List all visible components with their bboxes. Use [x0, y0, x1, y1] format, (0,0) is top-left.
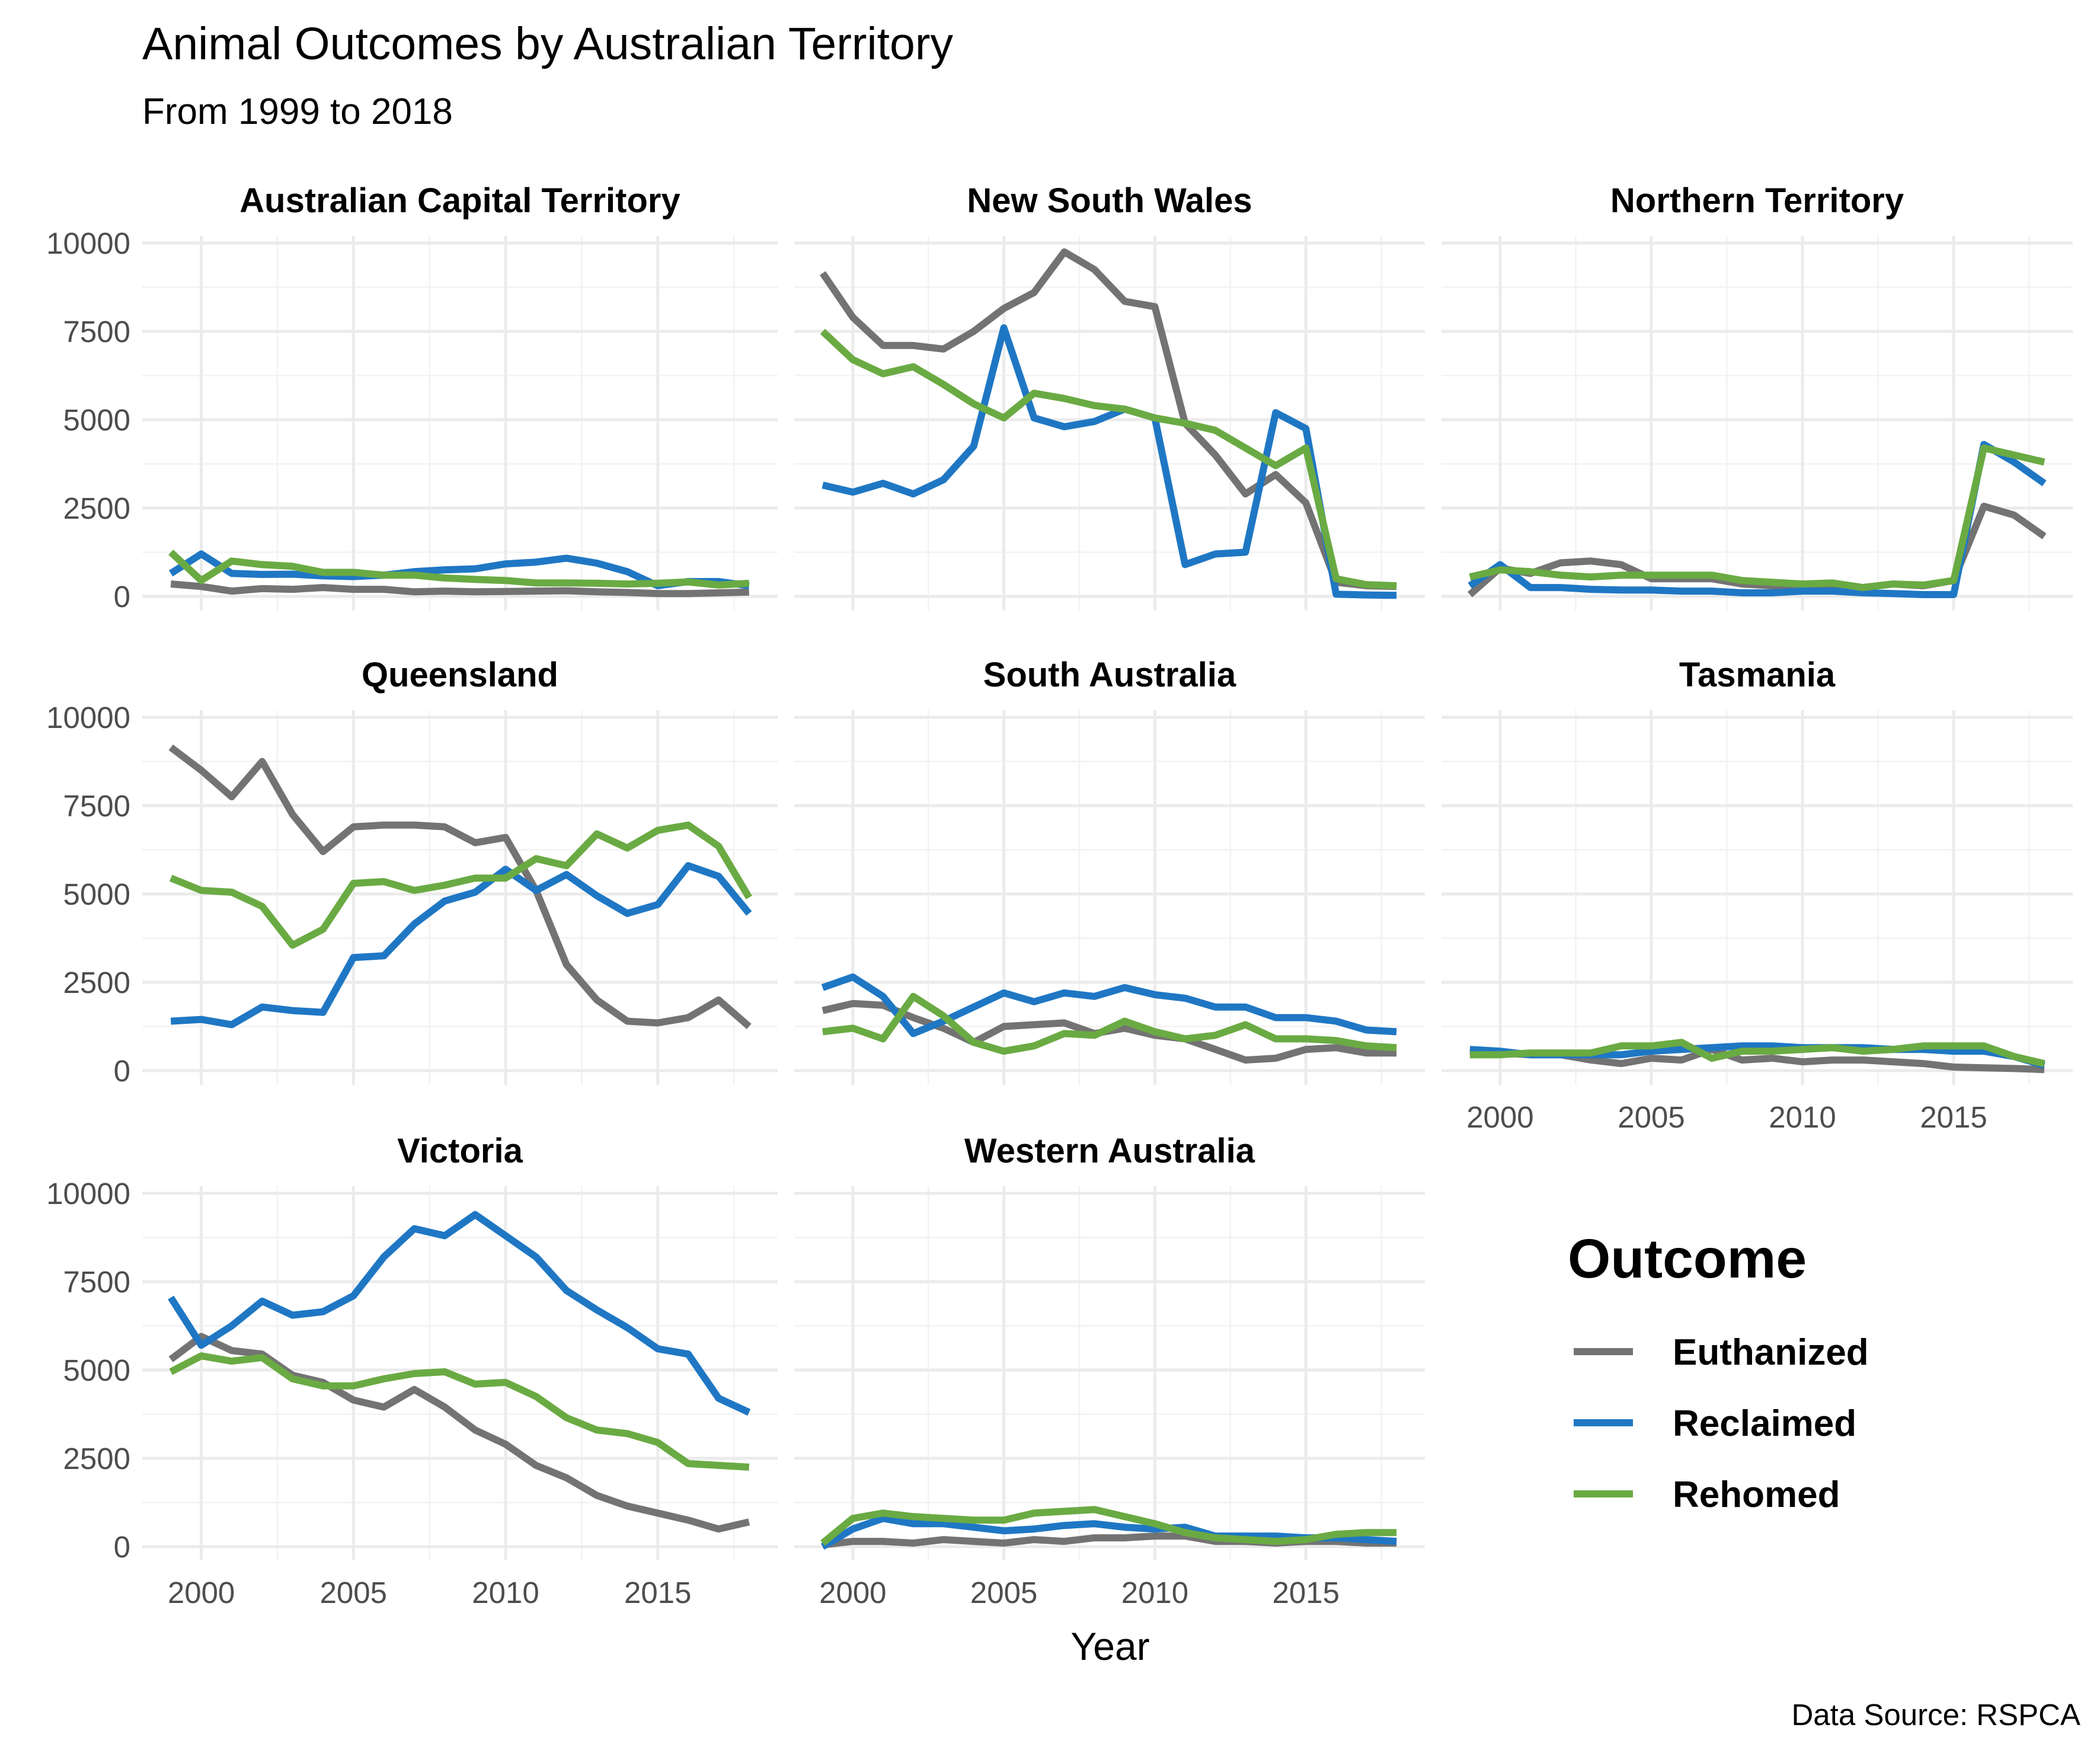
x-tick-label: 2010 [1769, 1100, 1836, 1134]
panel-title-northern-territory: Northern Territory [1610, 181, 1904, 220]
series-line-euthanized-queensland [168, 744, 752, 1030]
series-line-euthanized-australian-capital-territory [170, 580, 749, 598]
y-tick-label: 2500 [63, 491, 130, 525]
x-tick-label: 2005 [970, 1576, 1037, 1610]
panel-south-australia: South Australia [794, 656, 1425, 1085]
series-line-rehomed-new-south-wales [820, 328, 1397, 590]
panel-title-western-australia: Western Australia [964, 1132, 1255, 1170]
y-tick-label: 10000 [46, 226, 130, 260]
x-tick-label: 2000 [819, 1576, 886, 1610]
legend-label-reclaimed: Reclaimed [1673, 1403, 1856, 1444]
legend-label-rehomed: Rehomed [1673, 1474, 1840, 1515]
panel-new-south-wales: New South Wales [794, 181, 1425, 611]
panel-title-australian-capital-territory: Australian Capital Territory [239, 181, 680, 220]
panel-western-australia: Western Australia 2000 2005 2010 2015 [794, 1132, 1425, 1610]
panel-tasmania: Tasmania 2000 2005 2010 2015 [1441, 656, 2073, 1134]
y-tick-label: 10000 [46, 1177, 130, 1211]
panel-northern-territory: Northern Territory [1441, 181, 2073, 611]
series-line-rehomed-tasmania [1469, 1039, 2045, 1067]
chart-subtitle: From 1999 to 2018 [142, 91, 453, 132]
x-tick-label: 2005 [320, 1576, 387, 1610]
y-tick-label: 5000 [63, 877, 130, 911]
panel-title-victoria: Victoria [397, 1132, 523, 1170]
legend: Outcome Euthanized Reclaimed Rehomed [1568, 1228, 1869, 1515]
legend-title: Outcome [1568, 1228, 1807, 1289]
y-tick-label: 2500 [63, 1442, 130, 1476]
x-tick-label: 2015 [624, 1576, 691, 1610]
x-tick-label: 2010 [472, 1576, 539, 1610]
y-tick-label: 10000 [46, 701, 130, 735]
series-line-reclaimed-northern-territory [1468, 440, 2047, 598]
panel-title-tasmania: Tasmania [1679, 656, 1836, 694]
y-tick-label: 7500 [63, 1265, 130, 1299]
series-line-reclaimed-new-south-wales [822, 324, 1397, 599]
series-line-rehomed-victoria [169, 1352, 750, 1471]
y-tick-label: 5000 [63, 403, 130, 437]
x-tick-label: 2000 [168, 1576, 235, 1610]
y-tick-label: 0 [114, 580, 130, 614]
series-line-rehomed-northern-territory [1469, 444, 2045, 592]
series-line-euthanized-victoria [168, 1333, 750, 1533]
series-line-euthanized-new-south-wales [819, 248, 1397, 590]
series-line-rehomed-australian-capital-territory [168, 550, 750, 589]
x-axis-title: Year [1070, 1624, 1149, 1668]
x-tick-label: 2000 [1466, 1100, 1533, 1134]
series-line-rehomed-south-australia [822, 992, 1397, 1055]
panel-title-new-south-wales: New South Wales [967, 181, 1252, 220]
series-line-rehomed-western-australia [820, 1506, 1397, 1546]
y-tick-label: 7500 [63, 315, 130, 349]
series-line-reclaimed-queensland [170, 862, 752, 1029]
x-tick-label: 2005 [1618, 1100, 1685, 1134]
panel-title-south-australia: South Australia [983, 656, 1236, 694]
y-tick-label: 5000 [63, 1353, 130, 1387]
x-tick-label: 2015 [1273, 1576, 1340, 1610]
legend-items: Euthanized Reclaimed Rehomed [1574, 1332, 1869, 1515]
series-line-reclaimed-victoria [168, 1211, 751, 1416]
series-line-reclaimed-south-australia [821, 973, 1397, 1037]
legend-label-euthanized: Euthanized [1673, 1332, 1869, 1373]
y-tick-label: 0 [114, 1054, 130, 1088]
y-tick-label: 2500 [63, 966, 130, 999]
series-line-rehomed-queensland [169, 821, 752, 949]
facet-panels: Australian Capital Territory 0 2500 5000 750… [46, 181, 2073, 1610]
x-tick-label: 2010 [1121, 1576, 1188, 1610]
y-tick-label: 7500 [63, 789, 130, 823]
panel-title-queensland: Queensland [362, 656, 558, 694]
panel-victoria: Victoria 0 2500 5000 7500 10000 2000 2005 2010 20… [46, 1132, 778, 1610]
y-tick-label: 0 [114, 1530, 130, 1564]
caption: Data Source: RSPCA [1791, 1698, 2080, 1732]
panel-australian-capital-territory: Australian Capital Territory 0 2500 5000 750… [46, 181, 778, 614]
panel-queensland: Queensland 0 2500 5000 7500 10000 [46, 656, 778, 1088]
x-tick-label: 2015 [1920, 1100, 1987, 1134]
chart-title: Animal Outcomes by Australian Territory [142, 18, 953, 69]
